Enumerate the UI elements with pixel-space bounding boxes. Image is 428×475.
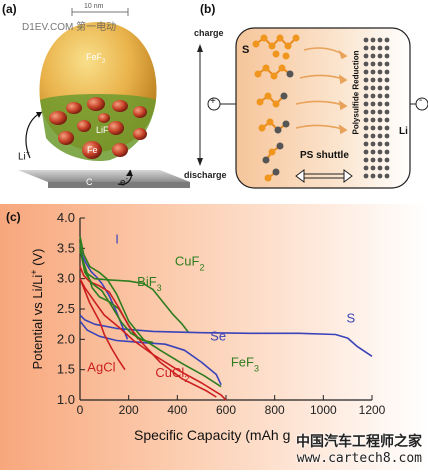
cell-container (235, 27, 411, 189)
y-tick-label: 1.0 (57, 392, 75, 407)
series-label-agcl: AgCl (87, 359, 115, 374)
series-line-cucl2 (79, 266, 217, 398)
watermark-url: www.cartech8.com (296, 451, 422, 466)
y-tick-label: 3.5 (57, 240, 75, 255)
plus-sign: + (210, 96, 216, 107)
polysulfide-reduction-label-wrap: Polysulfide Reduction (348, 28, 361, 160)
series-line-fef3 (79, 236, 222, 388)
panel-a-illustration (18, 8, 190, 188)
series-line-unlabeled-8 (79, 278, 227, 401)
chart-background (0, 204, 428, 470)
scale-bar-label: 10 nm (84, 3, 104, 10)
lif-label: LiF (96, 125, 109, 135)
x-tick-label: 1200 (359, 403, 386, 417)
panel-c-label: (c) (6, 210, 21, 224)
li-plus-label: Li+ (18, 150, 30, 163)
panel-b-illustration (197, 27, 428, 189)
electron-label: e- (120, 176, 128, 189)
discharge-label: discharge (184, 170, 227, 180)
y-tick-label: 2.0 (57, 331, 75, 346)
y-tick-label: 1.5 (57, 362, 75, 377)
minus-sign: - (419, 95, 423, 106)
series-label-cuf: CuF2 (175, 253, 205, 272)
sulfur-label: S (242, 44, 250, 56)
series-label-cucl: CuCl2 (155, 365, 189, 384)
watermark-bottom: 中国汽车工程师之家 www.cartech8.com (296, 431, 422, 466)
polysulfide-reduction-label: Polysulfide Reduction (351, 50, 361, 135)
x-axis-title: Specific Capacity (mAh g (134, 427, 290, 443)
panel-a-label: (a) (2, 2, 17, 16)
lithium-label: Li (399, 126, 408, 137)
carbon-substrate (18, 170, 190, 182)
series-label-s: S (346, 310, 355, 325)
ps-shuttle-arrow (295, 169, 353, 183)
watermark-top: D1EV.COM 第一电动 (22, 22, 117, 33)
series-label-se: Se (210, 329, 226, 344)
charge-label: charge (194, 28, 224, 38)
series-line-agcl (79, 278, 126, 371)
panel-b-label: (b) (200, 2, 216, 16)
carbon-label: C (86, 177, 93, 187)
x-tick-label: 400 (167, 403, 187, 417)
y-axis-title: Potential vs Li/Li+ (V) (29, 249, 45, 370)
y-tick-label: 4.0 (57, 210, 75, 225)
fe-label: Fe (87, 145, 98, 155)
series-label-bif: BiF3 (137, 274, 162, 293)
fef2-label: FeF2 (86, 52, 106, 65)
diffusion-arrows (295, 47, 348, 135)
series-line-unlabeled-9 (79, 248, 154, 344)
y-tick-label: 2.5 (57, 301, 75, 316)
x-tick-label: 600 (216, 403, 236, 417)
x-tick-label: 800 (265, 403, 285, 417)
discharge-curves-chart: 1.0 1.5 2.0 2.5 3.0 3.5 4.0 0 200 400 600 800 1000 12… (0, 204, 428, 470)
series-line-s (79, 314, 373, 357)
x-tick-label: 0 (77, 403, 84, 417)
polysulfide-chains (252, 34, 300, 182)
positive-terminal (207, 97, 221, 111)
series-label-fef: FeF3 (231, 355, 259, 374)
carbon-substrate-edge (48, 182, 190, 188)
series-label-i: I (115, 231, 119, 246)
ps-shuttle-label: PS shuttle (300, 150, 349, 161)
x-tick-label: 200 (119, 403, 139, 417)
fe-nanoparticles (49, 97, 147, 159)
li-metal-anode (363, 37, 390, 179)
x-tick-label: 1000 (310, 403, 337, 417)
y-tick-label: 3.0 (57, 271, 75, 286)
negative-terminal (415, 97, 428, 111)
panel-b: (b) charge discharge S Li PS shuttle Pol… (184, 0, 428, 196)
watermark-cn: 中国汽车工程师之家 (296, 433, 422, 449)
panel-a: (a) 10 nm FeF2 LiF Fe Li+ C e- (0, 0, 196, 196)
series-line-se (79, 320, 222, 386)
panel-c: 1.0 1.5 2.0 2.5 3.0 3.5 4.0 0 200 400 600 800 1000 12… (0, 204, 428, 470)
